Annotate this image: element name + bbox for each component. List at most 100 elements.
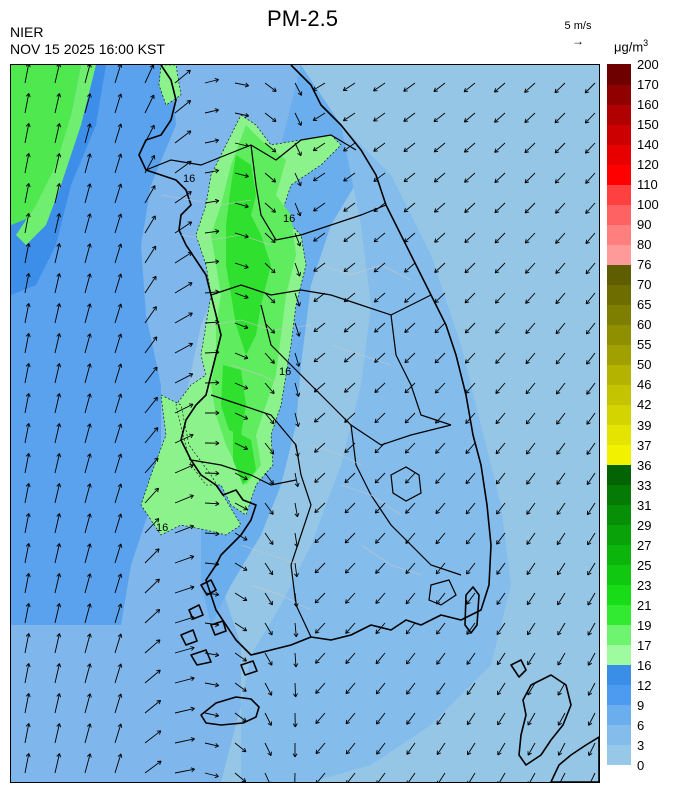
- wind-vector-head: [465, 479, 468, 484]
- wind-vector-head: [89, 693, 92, 698]
- wind-vector-head: [56, 513, 60, 517]
- wind-vector: [344, 352, 356, 363]
- wind-vector-head: [404, 388, 407, 393]
- wind-vector-head: [435, 599, 438, 605]
- wind-vector: [144, 276, 157, 294]
- wind-vector: [314, 592, 326, 604]
- wind-vector: [408, 772, 416, 782]
- wind-vector-head: [406, 692, 411, 695]
- wind-vector-head: [555, 239, 557, 244]
- wind-vector: [436, 712, 446, 725]
- wind-vector-head: [587, 482, 591, 486]
- wind-vector: [84, 123, 91, 144]
- wind-vector-head: [28, 603, 31, 608]
- wind-vector: [464, 292, 476, 304]
- wind-vector: [404, 232, 416, 243]
- wind-vector-head: [214, 198, 219, 202]
- wind-vector-head: [191, 586, 195, 590]
- wind-vector-head: [89, 573, 92, 578]
- wind-vector-head: [435, 569, 438, 574]
- wind-vector-head: [406, 752, 411, 755]
- wind-vector: [524, 142, 536, 154]
- wind-vector: [114, 603, 122, 624]
- wind-vector-head: [374, 478, 377, 484]
- wind-vector-head: [555, 211, 560, 214]
- wind-vector-head: [294, 723, 298, 728]
- wind-vector-head: [89, 453, 92, 458]
- wind-vector-head: [374, 421, 379, 424]
- wind-vector: [466, 652, 476, 665]
- wind-vector-head: [120, 393, 123, 398]
- wind-vector: [294, 472, 299, 487]
- wind-vector: [314, 442, 326, 453]
- wind-vector-head: [59, 753, 62, 758]
- wind-vector-head: [314, 629, 317, 634]
- wind-vector: [495, 442, 506, 455]
- wind-vector-head: [117, 273, 122, 277]
- wind-vector-head: [214, 168, 219, 171]
- wind-scale-label: 5 m/s: [564, 20, 592, 32]
- wind-vector: [234, 772, 246, 782]
- wind-vector-head: [215, 350, 220, 353]
- wind-vector-head: [28, 123, 31, 128]
- wind-vector-head: [554, 118, 557, 123]
- wind-vector-head: [404, 271, 409, 273]
- wind-vector-head: [405, 569, 408, 574]
- wind-vector: [84, 573, 91, 594]
- wind-vector-head: [525, 241, 530, 244]
- wind-vector: [234, 142, 249, 147]
- wind-vector-head: [215, 652, 220, 656]
- wind-vector-head: [86, 453, 91, 457]
- wind-vector-head: [59, 333, 62, 338]
- wind-vector-head: [586, 362, 591, 365]
- wind-vector: [435, 562, 446, 575]
- wind-vector-head: [586, 452, 591, 455]
- wind-vector-head: [585, 241, 590, 245]
- wind-vector: [234, 592, 248, 601]
- wind-vector: [144, 155, 155, 174]
- wind-vector: [468, 772, 476, 782]
- wind-vector-head: [292, 753, 296, 758]
- wind-vector: [495, 412, 506, 424]
- wind-vector: [586, 472, 596, 485]
- wind-vector: [294, 112, 302, 126]
- wind-vector: [174, 100, 191, 114]
- wind-vector-head: [463, 87, 466, 92]
- wind-vector-head: [374, 451, 380, 454]
- wind-vector: [525, 292, 536, 304]
- wind-vector: [234, 442, 248, 450]
- wind-vector-head: [404, 361, 409, 364]
- legend-color-cell: [607, 744, 631, 766]
- wind-vector-head: [273, 208, 276, 213]
- wind-vector-head: [373, 117, 376, 122]
- wind-vector: [555, 352, 566, 365]
- wind-vector-head: [375, 689, 378, 694]
- wind-vector: [84, 65, 91, 84]
- wind-vector-head: [191, 738, 195, 742]
- legend-color-cell: [607, 184, 631, 205]
- wind-vector-head: [117, 123, 122, 127]
- wind-vector-head: [189, 191, 192, 196]
- wind-vector-head: [406, 632, 411, 635]
- wind-vector-head: [375, 541, 380, 544]
- wind-vector-head: [274, 117, 277, 122]
- wind-vector: [84, 303, 91, 324]
- wind-vector: [525, 322, 536, 334]
- wind-vector: [84, 543, 91, 564]
- legend-tick-label: 110: [637, 177, 658, 193]
- wind-vector-head: [465, 451, 470, 455]
- wind-vector-head: [554, 148, 557, 154]
- wind-vector: [24, 543, 30, 564]
- wind-vector-head: [245, 294, 249, 299]
- wind-vector-head: [117, 393, 122, 397]
- wind-vector-head: [89, 723, 92, 728]
- wind-vector: [84, 603, 91, 624]
- wind-vector-head: [524, 88, 527, 93]
- wind-vector-head: [435, 449, 437, 454]
- wind-vector-head: [89, 243, 92, 248]
- wind-vector: [464, 232, 476, 243]
- wind-vector: [264, 772, 270, 782]
- wind-vector-head: [314, 511, 319, 514]
- wind-vector: [405, 532, 416, 544]
- wind-vector-head: [465, 481, 470, 485]
